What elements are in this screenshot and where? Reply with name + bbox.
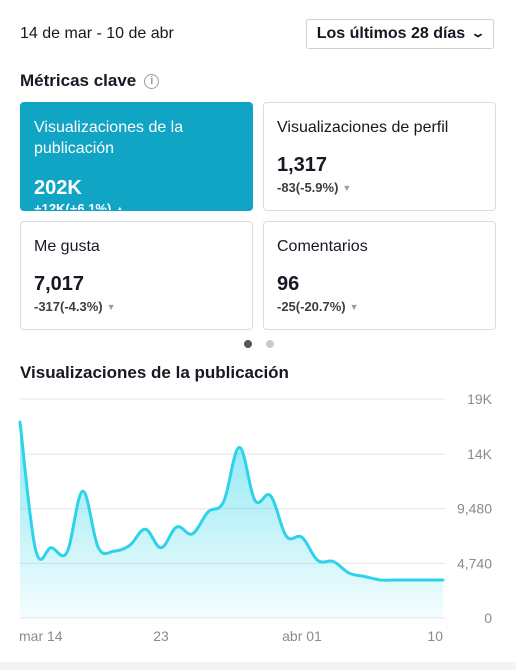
chart-area-fill [20,422,443,618]
bottom-bar [0,662,516,670]
metric-change-text: +12K(+6.1%) [34,201,112,211]
arrow-up-icon: ▲ [115,203,125,211]
chart-data-point[interactable] [269,494,273,498]
chart-data-point[interactable] [206,510,210,514]
metric-label: Comentarios [277,238,368,255]
chart-data-point[interactable] [378,578,382,582]
chart-data-point[interactable] [159,546,163,550]
key-metrics-title-text: Métricas clave [20,71,137,90]
metric-value: 96 [277,273,300,295]
metric-card-post-views[interactable]: Visualizaciones de la publicación 202K +… [20,102,253,211]
metric-change: -317(-4.3%) ▼ [34,299,116,314]
metric-change-text: -25(-20.7%) [277,299,346,314]
metric-value: 1,317 [277,154,328,176]
page-dot-active[interactable] [244,340,252,348]
chart-data-point[interactable] [222,500,226,504]
period-dropdown[interactable]: Los últimos 28 días ⌄ [306,19,494,49]
chart-data-point[interactable] [425,578,429,582]
metric-card-comments[interactable]: Comentarios 96 -25(-20.7%) ▼ [263,221,496,330]
metric-label: Me gusta [34,238,100,255]
chart-data-point[interactable] [175,525,179,529]
arrow-down-icon: ▼ [106,301,116,312]
metric-card-likes[interactable]: Me gusta 7,017 -317(-4.3%) ▼ [20,221,253,330]
chart-data-point[interactable] [253,498,257,502]
metric-change-text: -317(-4.3%) [34,299,103,314]
chart-data-point[interactable] [81,489,85,493]
x-tick-label: abr 01 [282,628,322,644]
date-range: 14 de mar - 10 de abr [20,25,174,42]
chart-data-point[interactable] [300,535,304,539]
arrow-down-icon: ▼ [349,301,359,312]
metric-label: Visualizaciones de perfil [277,119,449,136]
chart-data-point[interactable] [34,548,38,552]
chart-data-point[interactable] [143,527,147,531]
x-tick-label: mar 14 [19,628,63,644]
chart-data-point[interactable] [190,532,194,536]
chart-data-point[interactable] [128,543,132,547]
chart-title: Visualizaciones de la publicación [20,363,289,382]
metric-change-text: -83(-5.9%) [277,180,339,195]
chart-series-line [18,420,445,582]
chart-data-point[interactable] [410,578,414,582]
y-tick-label: 19K [467,391,493,407]
y-tick-label: 14K [467,446,493,462]
metric-change: +12K(+6.1%) ▲ [34,201,125,211]
chart-data-point[interactable] [112,549,116,553]
chart-data-point[interactable] [49,546,53,550]
chart-data-point[interactable] [363,575,367,579]
chart-data-point[interactable] [65,550,69,554]
y-tick-label: 0 [484,610,492,626]
chart-data-point[interactable] [347,571,351,575]
chart-data-point[interactable] [284,534,288,538]
chart-data-point[interactable] [96,546,100,550]
chart-data-point[interactable] [331,560,335,564]
x-tick-label: 10 [427,628,443,644]
chart-data-point[interactable] [18,420,22,424]
key-metrics-title: Métricas clave i [20,71,160,91]
x-tick-label: 23 [153,628,169,644]
chart-data-point[interactable] [394,578,398,582]
arrow-down-icon: ▼ [342,182,352,193]
metric-value: 202K [34,177,82,199]
chevron-down-icon: ⌄ [470,26,486,40]
y-tick-label: 4,740 [457,555,492,571]
chart-data-point[interactable] [316,558,320,562]
page-dot[interactable] [266,340,274,348]
info-icon[interactable]: i [144,73,160,89]
metric-card-profile-views[interactable]: Visualizaciones de perfil 1,317 -83(-5.9… [263,102,496,211]
chart-data-point[interactable] [237,445,241,449]
metric-change: -25(-20.7%) ▼ [277,299,359,314]
metric-value: 7,017 [34,273,85,295]
period-dropdown-label: Los últimos 28 días [316,25,466,42]
metric-change: -83(-5.9%) ▼ [277,180,351,195]
metric-label: Visualizaciones de la publicación [34,119,184,157]
post-views-chart: 19K 14K 9,480 4,740 0 mar 14 23 abr 01 10 [18,391,493,644]
chart-data-point[interactable] [441,578,445,582]
carousel-page-indicator [244,340,274,348]
y-tick-label: 9,480 [457,501,492,517]
